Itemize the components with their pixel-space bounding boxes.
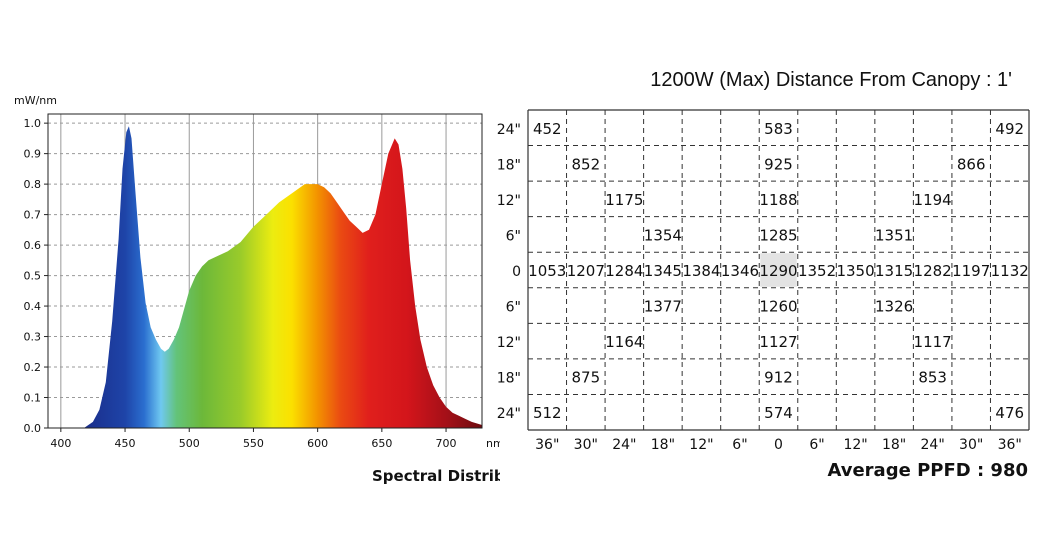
spectrum-y-tick-label: 0.6	[24, 239, 42, 252]
ppfd-row-label: 12"	[497, 335, 521, 351]
ppfd-value: 512	[533, 404, 562, 422]
ppfd-column-label: 6"	[809, 437, 824, 453]
spectrum-y-tick-label: 0.7	[24, 209, 42, 222]
ppfd-column-labels: 36" 30" 24" 18" 12" 6" 0 6" 12" 18" 24" 30" 36"	[535, 437, 1022, 453]
spectrum-y-tick-label: 0.4	[24, 300, 42, 313]
x-axis-unit-label: nm	[486, 437, 500, 450]
ppfd-value: 1260	[759, 298, 797, 316]
ppfd-value: 1377	[644, 298, 682, 316]
spectrum-y-tick-label: 0.1	[24, 392, 42, 405]
ppfd-value: 1352	[798, 262, 836, 280]
ppfd-value: 1175	[605, 191, 643, 209]
spectrum-y-ticks: 0.0 0.1 0.2 0.3 0.4 0.5 0.6 0.7 0.8 0.9 1.0	[24, 117, 48, 435]
ppfd-value: 866	[957, 155, 986, 173]
ppfd-value: 1284	[605, 262, 643, 280]
spectrum-y-tick-label: 0.5	[24, 270, 42, 283]
ppfd-row-label: 0	[512, 264, 521, 280]
average-ppfd-label: Average PPFD : 980	[827, 460, 1028, 481]
spectrum-y-tick-label: 0.2	[24, 361, 42, 374]
spectrum-y-tick-label: 0.9	[24, 148, 42, 161]
ppfd-row-label: 18"	[497, 157, 521, 173]
ppfd-value: 1127	[759, 333, 797, 351]
ppfd-value: 853	[918, 369, 947, 387]
ppfd-value: 912	[764, 369, 793, 387]
ppfd-value: 1315	[875, 262, 913, 280]
ppfd-row-label: 6"	[506, 300, 521, 316]
y-axis-unit-label: mW/nm	[14, 94, 57, 107]
ppfd-column-label: 30"	[959, 437, 983, 453]
ppfd-value: 1326	[875, 298, 913, 316]
ppfd-row-label: 24"	[497, 122, 521, 138]
ppfd-value: 1282	[914, 262, 952, 280]
ppfd-value: 925	[764, 155, 793, 173]
ppfd-value: 1346	[721, 262, 759, 280]
spectrum-x-ticks: 400 450 500 550 600 650 700	[50, 428, 457, 450]
ppfd-column-label: 36"	[998, 437, 1022, 453]
ppfd-value: 1384	[682, 262, 720, 280]
spectrum-x-tick-label: 550	[243, 437, 264, 450]
spectrum-y-tick-label: 0.8	[24, 178, 42, 191]
ppfd-value: 574	[764, 404, 793, 422]
ppfd-column-label: 24"	[921, 437, 945, 453]
ppfd-grid-lines	[527, 109, 1030, 431]
spectrum-y-tick-label: 0.3	[24, 331, 42, 344]
ppfd-value: 1207	[567, 262, 605, 280]
spectrum-x-tick-label: 600	[307, 437, 328, 450]
ppfd-value: 1053	[528, 262, 566, 280]
ppfd-column-label: 30"	[574, 437, 598, 453]
ppfd-column-label: 0	[774, 437, 783, 453]
ppfd-value: 1164	[605, 333, 643, 351]
ppfd-column-label: 18"	[651, 437, 675, 453]
ppfd-value: 452	[533, 120, 562, 138]
spectrum-x-tick-label: 400	[50, 437, 71, 450]
spectral-distribution-chart: mW/nm 0.00.10.20.30.40.50.60.70.80.91.0 …	[14, 94, 500, 485]
spectrum-x-tick-label: 500	[179, 437, 200, 450]
ppfd-value: 1194	[914, 191, 952, 209]
center-highlight-cell	[760, 253, 797, 287]
ppfd-column-label: 24"	[612, 437, 636, 453]
ppfd-row-label: 24"	[497, 406, 521, 422]
ppfd-value: 492	[995, 120, 1024, 138]
ppfd-value: 1197	[952, 262, 990, 280]
ppfd-column-label: 12"	[843, 437, 867, 453]
ppfd-value: 1345	[644, 262, 682, 280]
ppfd-row-labels: 24" 18" 12" 6" 0 6" 12" 18" 24"	[497, 122, 521, 422]
ppfd-row-label: 18"	[497, 371, 521, 387]
ppfd-row-label: 6"	[506, 228, 521, 244]
ppfd-value: 1285	[759, 226, 797, 244]
ppfd-column-label: 6"	[732, 437, 747, 453]
ppfd-column-label: 18"	[882, 437, 906, 453]
ppfd-value: 476	[995, 404, 1024, 422]
ppfd-row-label: 12"	[497, 193, 521, 209]
ppfd-value: 852	[571, 155, 600, 173]
ppfd-title: 1200W (Max) Distance From Canopy : 1'	[650, 69, 1012, 91]
ppfd-value: 875	[571, 369, 600, 387]
ppfd-value: 1351	[875, 226, 913, 244]
ppfd-value: 1117	[914, 333, 952, 351]
ppfd-value: 1350	[836, 262, 874, 280]
spectrum-x-tick-label: 450	[115, 437, 136, 450]
ppfd-value: 1290	[759, 262, 797, 280]
spectrum-area	[84, 126, 482, 428]
spectrum-plot-frame	[47, 113, 483, 429]
spectrum-x-tick-label: 700	[436, 437, 457, 450]
spectrum-x-tick-label: 650	[371, 437, 392, 450]
ppfd-value: 583	[764, 120, 793, 138]
ppfd-column-label: 36"	[535, 437, 559, 453]
spectrum-title: Spectral Distribution	[372, 467, 500, 485]
ppfd-value: 1188	[759, 191, 797, 209]
ppfd-column-label: 12"	[689, 437, 713, 453]
ppfd-value: 1354	[644, 226, 682, 244]
spectrum-y-tick-label: 0.0	[24, 422, 42, 435]
spectrum-y-tick-label: 1.0	[24, 117, 42, 130]
ppfd-value: 1132	[991, 262, 1029, 280]
